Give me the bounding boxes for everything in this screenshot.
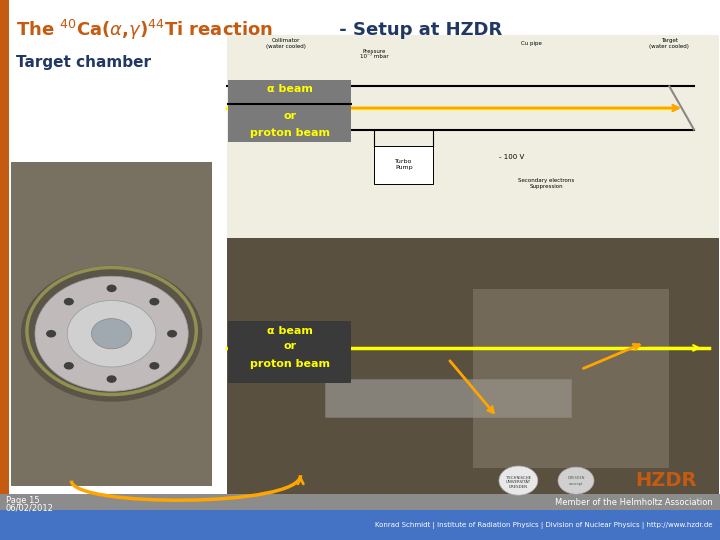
Circle shape [167, 330, 177, 338]
Text: proton beam: proton beam [250, 129, 330, 138]
Circle shape [21, 266, 202, 402]
Circle shape [46, 330, 56, 338]
Text: UNIVERSITÄT: UNIVERSITÄT [506, 480, 531, 484]
Text: - 100 V: - 100 V [500, 153, 525, 160]
Text: Cu pipe: Cu pipe [521, 40, 542, 46]
Circle shape [149, 362, 159, 369]
Text: α beam: α beam [267, 84, 312, 94]
Bar [227, 238, 719, 494]
Circle shape [64, 362, 74, 369]
Bar [325, 379, 571, 417]
Circle shape [67, 300, 156, 367]
Text: Target
(water cooled): Target (water cooled) [649, 38, 689, 49]
Text: 06/02/2012: 06/02/2012 [6, 503, 53, 512]
Circle shape [35, 276, 188, 391]
Circle shape [64, 298, 74, 306]
Text: Pressure
10⁻⁷ mbar: Pressure 10⁻⁷ mbar [360, 49, 389, 59]
Text: Member of the Helmholtz Association: Member of the Helmholtz Association [555, 498, 713, 507]
Circle shape [499, 466, 538, 495]
Text: α beam: α beam [267, 326, 312, 336]
Circle shape [107, 285, 117, 292]
Text: DRESDEN: DRESDEN [567, 476, 585, 481]
Text: Konrad Schmidt | Institute of Radiation Physics | Division of Nuclear Physics | : Konrad Schmidt | Institute of Radiation … [375, 522, 713, 529]
Circle shape [91, 319, 132, 349]
Text: Secondary electrons
Suppression: Secondary electrons Suppression [518, 178, 575, 189]
Circle shape [149, 298, 159, 306]
Bar [227, 35, 719, 238]
Text: - Setup at HZDR: - Setup at HZDR [333, 21, 502, 39]
Text: HZDR: HZDR [635, 471, 697, 490]
Bar [0, 0, 9, 494]
Bar [0, 510, 720, 540]
Bar [228, 321, 351, 383]
Text: or: or [283, 341, 296, 352]
Text: Collimator
(water cooled): Collimator (water cooled) [266, 38, 306, 49]
Text: Turbo
Pump: Turbo Pump [395, 159, 413, 170]
Circle shape [107, 375, 117, 383]
Text: proton beam: proton beam [250, 359, 330, 369]
Text: concept: concept [569, 482, 583, 486]
Text: Page 15: Page 15 [6, 496, 40, 505]
Text: TECHNISCHE: TECHNISCHE [506, 476, 531, 480]
Text: Target chamber: Target chamber [16, 55, 151, 70]
Text: DRESDEN: DRESDEN [509, 484, 528, 489]
Text: The $^{40}$Ca($\alpha$,$\gamma$)$^{44}$Ti reaction: The $^{40}$Ca($\alpha$,$\gamma$)$^{44}$T… [16, 18, 273, 42]
Bar [374, 146, 433, 184]
Bar [0, 494, 720, 510]
Bar [473, 289, 670, 469]
Bar [11, 162, 212, 486]
Text: or: or [283, 111, 296, 121]
Circle shape [558, 467, 594, 494]
Bar [228, 79, 351, 141]
